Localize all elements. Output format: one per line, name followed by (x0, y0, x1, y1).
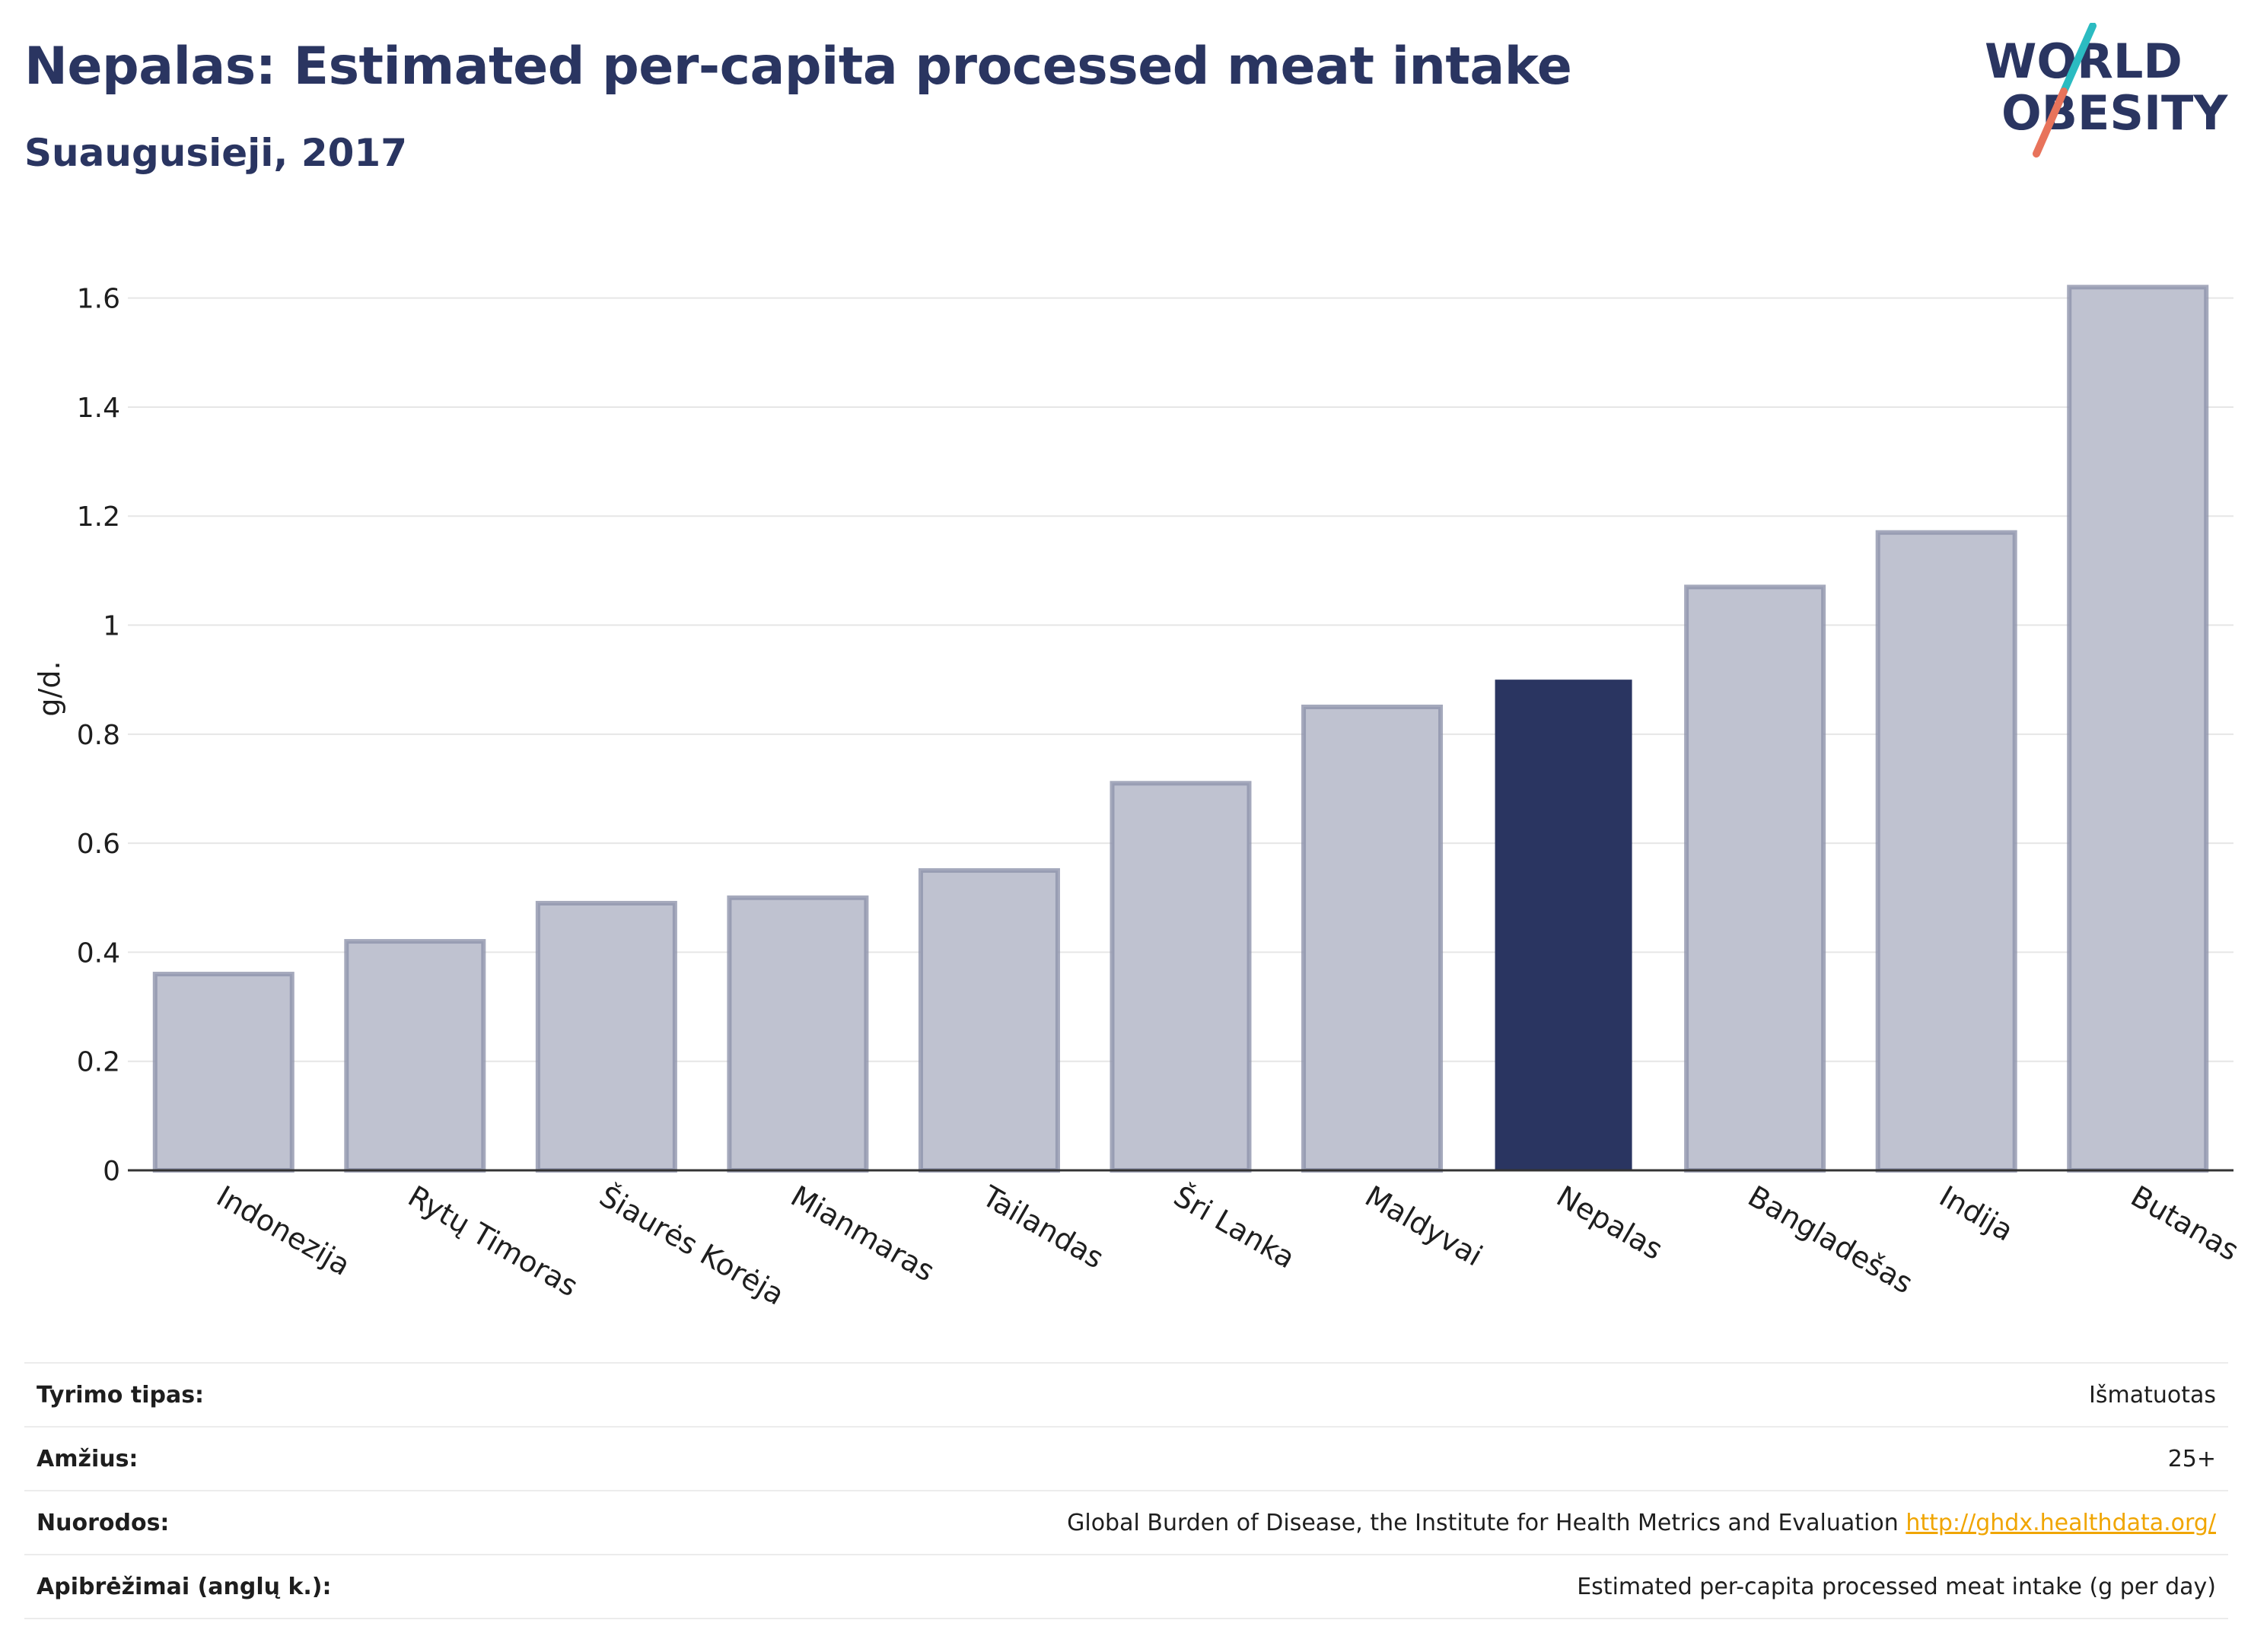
y-axis-label: g/d. (33, 660, 66, 716)
y-axis-ticks: 0 0.2 0.4 0.6 0.8 1 1.2 1.4 1.6 (77, 284, 120, 1187)
bar-chart: 0 0.2 0.4 0.6 0.8 1 1.2 1.4 1.6 Indonezija Rytų T… (33, 284, 2244, 1312)
info-key: Nuorodos: (24, 1490, 496, 1555)
info-row-study-type: Tyrimo tipas: Išmatuotas (24, 1362, 2228, 1428)
x-tick-label: Šri Lanka (1168, 1179, 1301, 1275)
info-table: Tyrimo tipas: Išmatuotas Amžius: 25+ Nuo… (24, 1362, 2228, 1619)
chart-subtitle: Suaugusieji, 2017 (24, 131, 407, 175)
info-key: Tyrimo tipas: (24, 1362, 496, 1428)
y-tick-label: 1 (103, 611, 120, 642)
y-tick-label: 0 (103, 1156, 120, 1187)
bar (1110, 781, 1252, 1173)
bar (2067, 285, 2209, 1173)
bar (1301, 705, 1444, 1173)
world-obesity-logo: WORLD OBESITY (1985, 23, 2228, 158)
logo-slash-top (2060, 23, 2097, 95)
reference-link[interactable]: http://ghdx.healthdata.org/ (1906, 1509, 2216, 1536)
info-value: Estimated per-capita processed meat inta… (495, 1554, 2228, 1619)
x-tick-label: Maldyvai (1360, 1179, 1488, 1273)
x-tick-label: Šiaurės Korėja (594, 1179, 790, 1312)
info-row-age: Amžius: 25+ (24, 1426, 2228, 1491)
info-key: Amžius: (24, 1426, 496, 1491)
info-row-references: Nuorodos: Global Burden of Disease, the … (24, 1490, 2228, 1555)
x-tick-label: Tailandas (976, 1179, 1110, 1275)
info-row-definitions: Apibrėžimai (anglų k.): Estimated per-ca… (24, 1554, 2228, 1619)
y-tick-label: 0.4 (77, 937, 120, 969)
info-key: Apibrėžimai (anglų k.): (24, 1554, 496, 1619)
bar (1495, 680, 1632, 1170)
bar (344, 939, 486, 1173)
x-tick-label: Indija (1934, 1179, 2019, 1248)
info-value: Išmatuotas (495, 1362, 2228, 1428)
y-tick-label: 1.6 (77, 284, 120, 315)
x-tick-label: Butanas (2125, 1179, 2245, 1268)
y-tick-label: 0.6 (77, 829, 120, 860)
x-tick-label: Indonezija (211, 1179, 355, 1282)
logo-line2: OBESITY (2001, 85, 2228, 141)
bar (1684, 584, 1826, 1173)
x-tick-label: Nepalas (1551, 1179, 1668, 1267)
bar (727, 895, 869, 1173)
bar (152, 972, 295, 1173)
bar (1875, 530, 2017, 1173)
bars (152, 285, 2209, 1173)
x-tick-label: Bangladešas (1743, 1179, 1918, 1300)
info-value: 25+ (495, 1426, 2228, 1491)
y-tick-label: 0.2 (77, 1047, 120, 1078)
info-value: Global Burden of Disease, the Institute … (1067, 1509, 1899, 1536)
y-tick-label: 1.2 (77, 501, 120, 533)
y-tick-label: 1.4 (77, 393, 120, 424)
y-tick-label: 0.8 (77, 720, 120, 751)
x-tick-label: Mianmaras (785, 1179, 941, 1288)
chart-title: Nepalas: Estimated per-capita processed … (24, 37, 1572, 97)
bar (535, 900, 677, 1173)
logo-slash-bottom (2033, 88, 2068, 158)
bar (918, 867, 1060, 1173)
x-axis-labels: Indonezija Rytų Timoras Šiaurės KorėjaMian… (211, 1179, 2244, 1312)
x-tick-label: Rytų Timoras (403, 1179, 584, 1303)
